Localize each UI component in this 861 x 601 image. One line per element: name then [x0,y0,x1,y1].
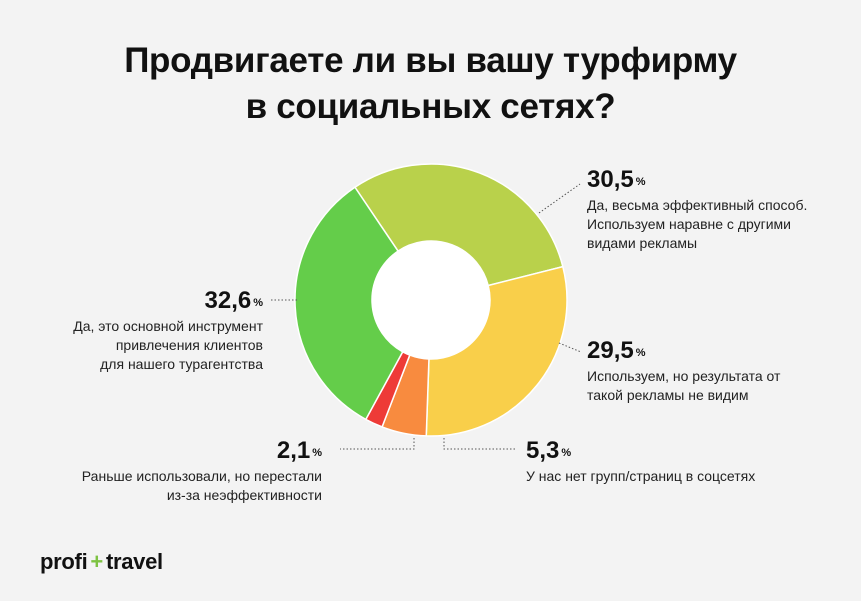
slice-value-2: 5,3% [526,437,572,464]
slice-value-3: 2,1% [276,437,322,464]
slice-label-0: 30,5% Да, весьма эффективный способ. Исп… [587,166,807,253]
slice-label-2: 5,3% У нас нет групп/страниц в соцсетях [526,437,755,486]
donut-hole [372,241,490,359]
chart-title-line-2: в социальных сетях? [245,87,616,126]
slice-desc-1-line-1: Используем, но результата от [587,368,781,384]
leader-line-3 [340,438,415,450]
leader-line-2 [443,438,515,450]
slice-value-1: 29,5% [587,337,646,364]
chart-title: Продвигаете ли вы вашу турфирму в социал… [0,38,861,130]
slice-value-0: 30,5% [587,166,646,193]
slice-desc-3-line-2: из-за неэффективности [166,487,322,503]
brand-logo: profi + travel [40,549,163,574]
slice-desc-3-line-1: Раньше использовали, но перестали [81,468,322,484]
donut-slices [294,163,568,437]
slice-desc-4-line-1: Да, это основной инструмент [73,318,263,334]
leader-line-0 [538,183,581,214]
slice-desc-2-line-1: У нас нет групп/страниц в соцсетях [526,468,756,484]
slice-desc-4-line-3: для нашего турагентства [100,356,263,372]
slice-desc-1-line-2: такой рекламы не видим [587,387,749,403]
slice-label-1: 29,5% Используем, но результата от такой… [587,337,780,405]
slice-desc-0-line-1: Да, весьма эффективный способ. [587,197,808,213]
chart-title-line-1: Продвигаете ли вы вашу турфирму [124,41,737,80]
leader-lines [270,183,582,450]
leader-line-1 [558,342,582,353]
slice-value-4: 32,6% [204,287,264,314]
slice-desc-0-line-2: Используем наравне с другими [587,216,791,232]
slice-desc-0-line-3: видами рекламы [587,235,698,251]
slice-label-3: 2,1% Раньше использовали, но перестали и… [60,437,322,505]
slice-label-4: 32,6% Да, это основной инструмент привле… [40,287,263,374]
slice-desc-4-line-2: привлечения клиентов [115,337,263,353]
